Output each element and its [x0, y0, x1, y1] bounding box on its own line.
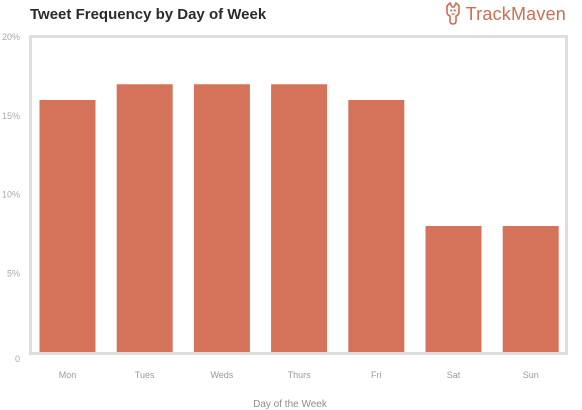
x-tick-label: Fri [371, 370, 382, 380]
brand-logo: TrackMaven [444, 2, 566, 26]
x-tick-label: Sat [447, 370, 461, 380]
x-tick-label: Tues [135, 370, 155, 380]
trackmaven-logo-icon [445, 2, 460, 25]
y-tick-label: 0 [15, 354, 20, 364]
bar-thurs [271, 84, 328, 352]
y-tick-label: 5% [7, 268, 20, 278]
chart-title: Tweet Frequency by Day of Week [30, 6, 267, 23]
bar-fri [348, 100, 405, 352]
bar-sun [502, 226, 559, 352]
bar-sat [425, 226, 482, 352]
y-tick-label: 15% [2, 111, 20, 121]
y-tick-label: 10% [2, 190, 20, 200]
x-tick-label: Thurs [288, 370, 312, 380]
y-tick-label: 20% [2, 32, 20, 42]
y-axis: 0 5% 10% 15% 20% [2, 32, 20, 364]
x-tick-label: Mon [59, 370, 77, 380]
bar-weds [193, 84, 250, 352]
brand-name: TrackMaven [465, 3, 566, 24]
x-axis-title: Day of the Week [253, 399, 328, 410]
plot-frame [29, 35, 568, 355]
x-tick-label: Sun [523, 370, 539, 380]
x-tick-label: Weds [210, 370, 233, 380]
bar-tues [116, 84, 173, 352]
x-axis: Mon Tues Weds Thurs Fri Sat Sun [59, 370, 539, 380]
bar-mon [39, 100, 96, 352]
bars [39, 84, 559, 352]
